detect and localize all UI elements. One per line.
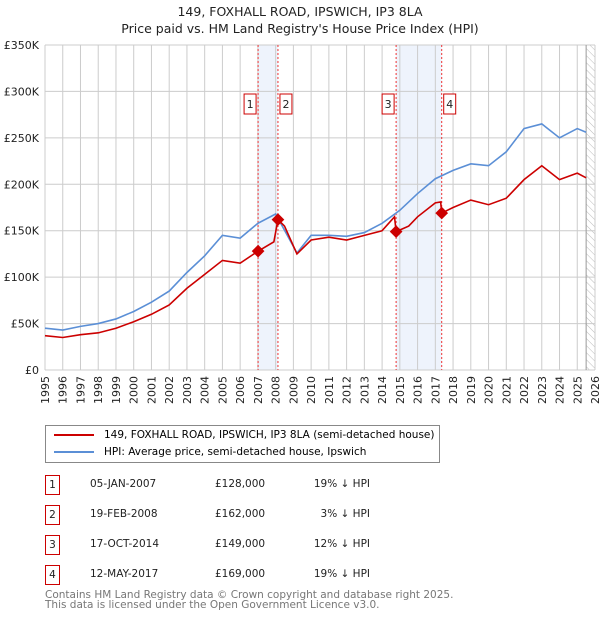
x-tick-label: 1996 [57, 376, 70, 404]
y-tick-label: £150K [4, 225, 40, 238]
property-price-line [44, 164, 587, 339]
sale-price: £149,000 [215, 538, 266, 550]
forecast-hatch [586, 45, 595, 370]
legend-label-hpi: HPI: Average price, semi-detached house,… [104, 446, 367, 458]
sale-point [435, 206, 449, 220]
sale-price: £128,000 [215, 478, 266, 490]
x-tick-label: 2025 [571, 376, 584, 404]
x-tick-label: 2003 [181, 376, 194, 404]
sale-marker-label: 4 [45, 565, 60, 585]
x-tick-label: 2011 [323, 376, 336, 404]
footer: Contains HM Land Registry data © Crown c… [45, 589, 454, 611]
sale-marker-label: 3 [385, 98, 392, 111]
legend: 149, FOXHALL ROAD, IPSWICH, IP3 8LA (sem… [45, 425, 440, 463]
sale-marker-label: 1 [45, 475, 60, 495]
sale-marker-box [243, 93, 257, 115]
x-tick-label: 2020 [483, 376, 496, 404]
x-tick-label: 1998 [92, 376, 105, 404]
sale-marker-box [443, 93, 457, 115]
sale-marker-label: 3 [45, 535, 60, 555]
x-tick-label: 2024 [554, 376, 567, 404]
sale-date: 05-JAN-2007 [90, 478, 157, 490]
x-tick-label: 2007 [252, 376, 265, 404]
x-tick-label: 2005 [216, 376, 229, 404]
x-tick-label: 2022 [518, 376, 531, 404]
chart-title: 149, FOXHALL ROAD, IPSWICH, IP3 8LA [177, 4, 423, 19]
footer-line-1: Contains HM Land Registry data © Crown c… [45, 589, 454, 601]
line-chart: 1995 1996 1997 1998 1999 2000 2001 2002 2003 2004… [4, 39, 600, 404]
sale-hpi-delta: 3% ↓ HPI [320, 508, 370, 520]
y-tick-label: £200K [4, 178, 40, 191]
x-tick-label: 2016 [412, 376, 425, 404]
x-tick-label: 2008 [270, 376, 283, 404]
sale-price: £169,000 [215, 568, 266, 580]
x-tick-label: 2021 [500, 376, 513, 404]
sale-row: 1 05-JAN-2007 £128,000 19% ↓ HPI [45, 475, 445, 495]
hpi-line [44, 123, 587, 331]
legend-swatch-property [54, 434, 94, 436]
legend-swatch-hpi [54, 451, 94, 453]
x-tick-label: 2013 [358, 376, 371, 404]
sale-hpi-delta: 19% ↓ HPI [313, 478, 370, 490]
x-tick-label: 2023 [536, 376, 549, 404]
sale-marker-label: 2 [282, 98, 289, 111]
y-tick-label: £50K [11, 318, 40, 331]
y-tick-label: £0 [25, 364, 39, 377]
y-tick-label: £100K [4, 271, 40, 284]
x-tick-label: 2019 [465, 376, 478, 404]
x-tick-label: 2026 [589, 376, 600, 404]
sale-marker-label: 2 [45, 505, 60, 525]
sale-marker-box [279, 93, 293, 115]
sale-marker-label: 1 [247, 98, 254, 111]
x-tick-label: 2006 [234, 376, 247, 404]
sale-row: 2 19-FEB-2008 £162,000 3% ↓ HPI [45, 505, 445, 525]
x-tick-label: 2004 [199, 376, 212, 404]
sale-row: 4 12-MAY-2017 £169,000 19% ↓ HPI [45, 565, 445, 585]
sale-row: 3 17-OCT-2014 £149,000 12% ↓ HPI [45, 535, 445, 555]
x-tick-label: 2015 [394, 376, 407, 404]
y-tick-label: £250K [4, 132, 40, 145]
sale-date: 17-OCT-2014 [90, 538, 159, 550]
x-tick-label: 1999 [110, 376, 123, 404]
sale-hpi-delta: 12% ↓ HPI [313, 538, 370, 550]
x-tick-label: 1995 [39, 376, 52, 404]
sale-period-shading [258, 45, 278, 370]
x-tick-label: 2010 [305, 376, 318, 404]
sale-date: 19-FEB-2008 [90, 508, 158, 520]
x-tick-label: 2014 [376, 376, 389, 404]
sale-hpi-delta: 19% ↓ HPI [313, 568, 370, 580]
x-tick-label: 2012 [341, 376, 354, 404]
x-tick-label: 1997 [74, 376, 87, 404]
legend-label-property: 149, FOXHALL ROAD, IPSWICH, IP3 8LA (sem… [104, 429, 435, 441]
sale-point [271, 213, 285, 226]
x-tick-label: 2002 [163, 376, 176, 404]
sale-price: £162,000 [215, 508, 266, 520]
x-tick-label: 2000 [128, 376, 141, 404]
sale-date: 12-MAY-2017 [90, 568, 159, 580]
y-tick-label: £300K [4, 85, 40, 98]
sale-marker-box [381, 93, 395, 115]
x-tick-label: 2017 [429, 376, 442, 404]
x-tick-label: 2018 [447, 376, 460, 404]
sale-marker-label: 4 [446, 98, 453, 111]
x-tick-label: 2009 [287, 376, 300, 404]
y-tick-label: £350K [4, 39, 40, 52]
footer-line-2: This data is licensed under the Open Gov… [45, 599, 380, 611]
chart-subtitle: Price paid vs. HM Land Registry's House … [121, 21, 479, 36]
x-tick-label: 2001 [145, 376, 158, 404]
sale-point [389, 225, 403, 239]
